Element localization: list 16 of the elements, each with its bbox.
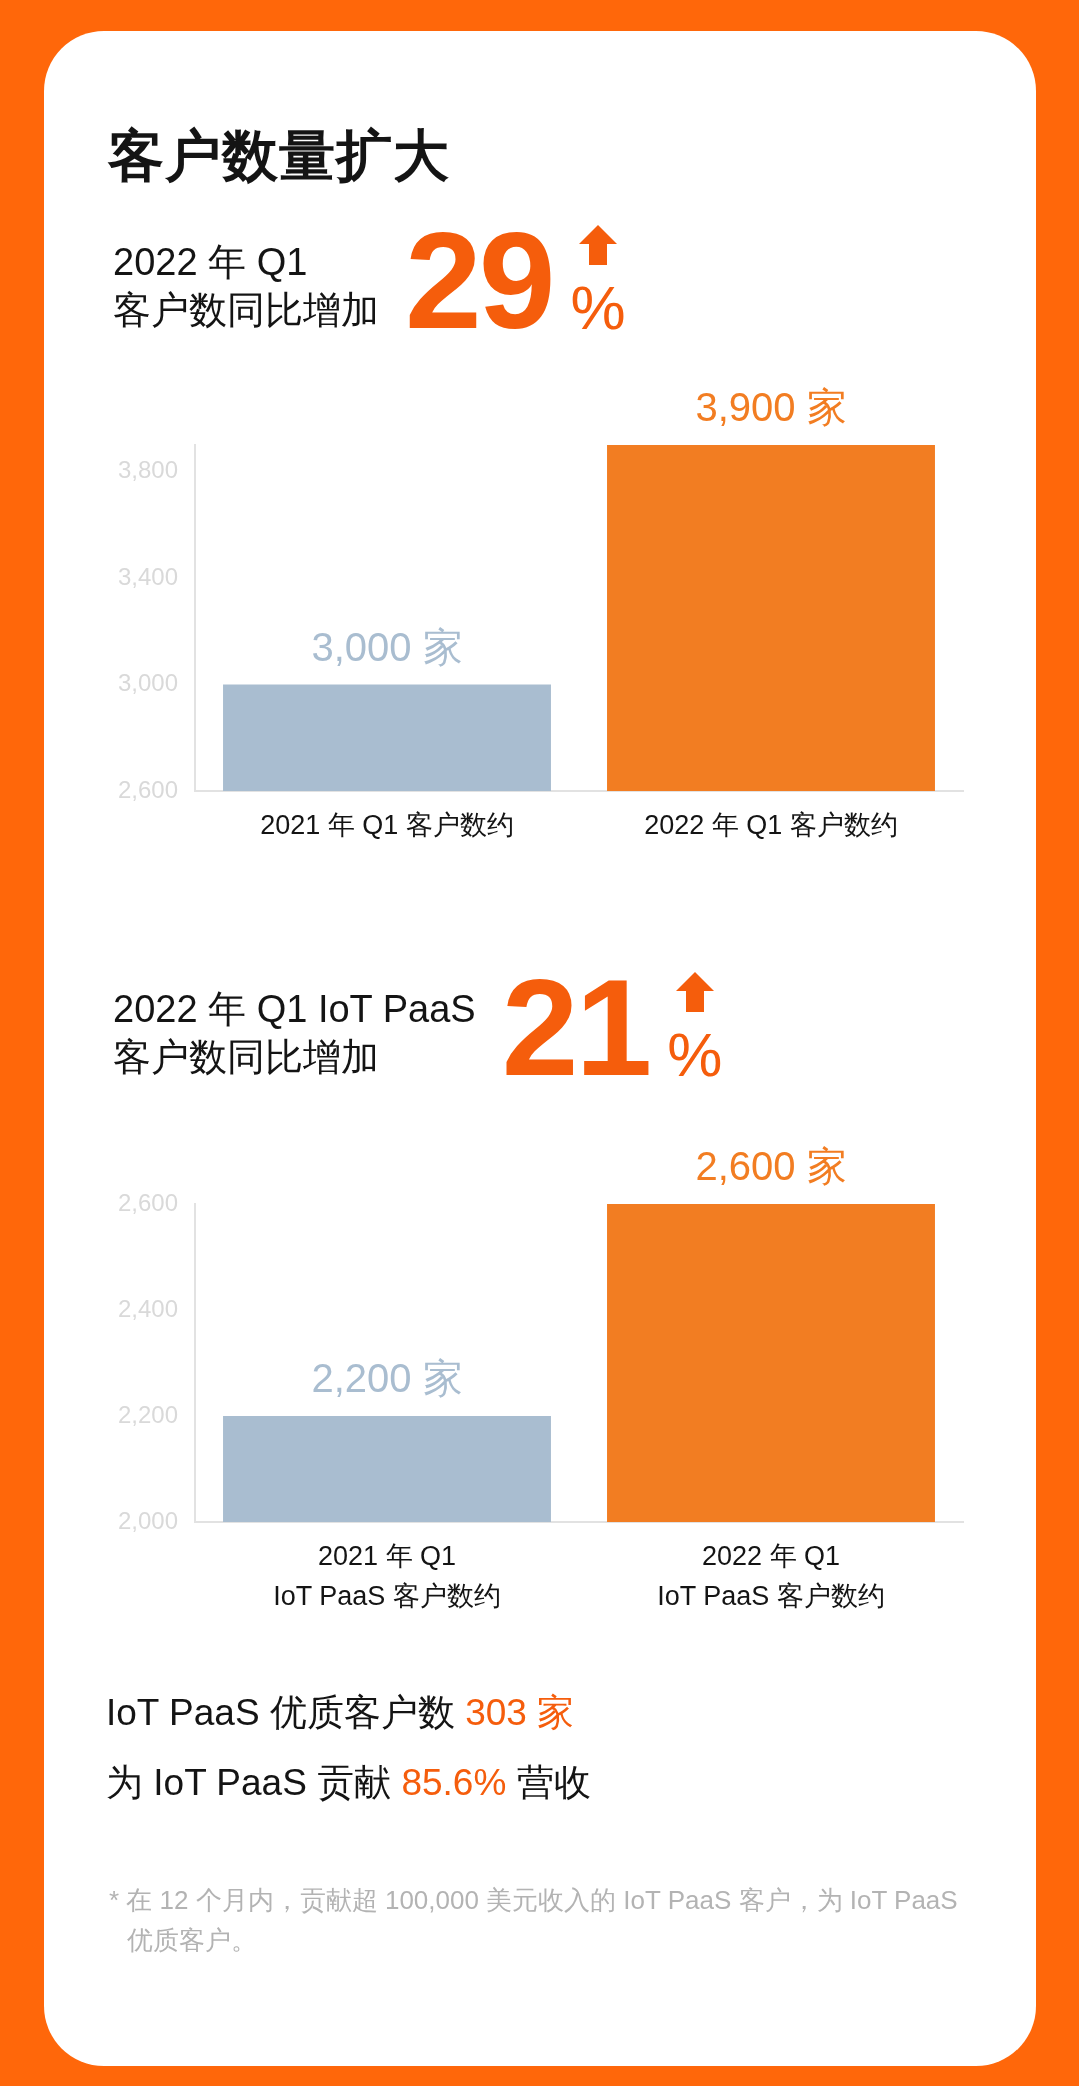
chart-subtitle: 2022 年 Q1 客户数同比增加 <box>113 240 379 333</box>
text: 21% <box>501 950 723 1104</box>
text: IoT PaaS 优质客户数 303 家 <box>106 1692 575 1733</box>
data-label: 2,600 家 <box>695 1144 847 1188</box>
text: 29% <box>405 203 626 357</box>
x-tick-label: 2021 年 Q1 客户数约 <box>260 809 514 840</box>
text: 为 IoT PaaS 贡献 85.6% 营收 <box>106 1762 591 1803</box>
chart-subtitle: 2022 年 Q1 IoT PaaS 客户数同比增加 <box>113 987 476 1080</box>
data-label: 2,200 家 <box>311 1356 463 1400</box>
x-tick-label: 2022 年 Q1 IoT PaaS 客户数约 <box>657 1540 885 1612</box>
x-tick-label: 2022 年 Q1 客户数约 <box>644 809 898 840</box>
data-label: 3,000 家 <box>311 624 463 669</box>
text: * 在 12 个月内，贡献超 100,000 美元收入的 IoT PaaS 客户，为 IoT PaaS 优质客户。 <box>109 1884 959 1957</box>
data-label: 3,900 家 <box>695 385 847 429</box>
chart-title: 客户数量扩大 <box>108 123 450 189</box>
x-tick-label: 2021 年 Q1 IoT PaaS 客户数约 <box>273 1540 501 1612</box>
